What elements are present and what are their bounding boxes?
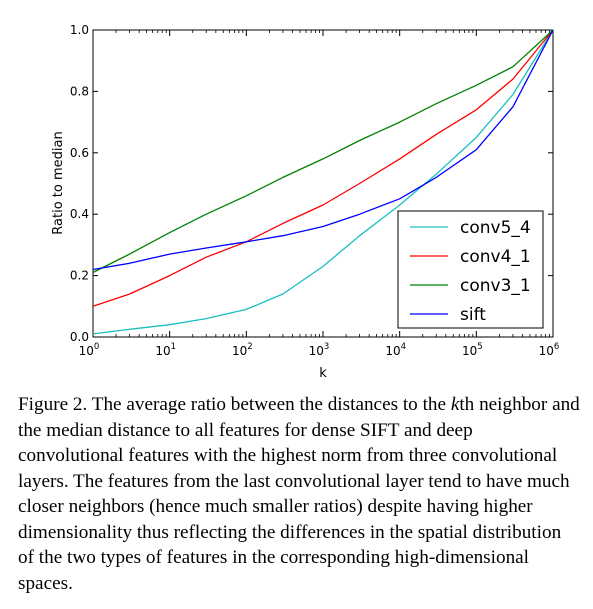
y-tick-label: 1.0 (70, 23, 89, 37)
x-tick-label: 102 (232, 342, 253, 358)
x-ticks: 100 101 102 103 104 105 106 (79, 30, 560, 358)
x-tick-label: 103 (309, 342, 330, 358)
x-tick-label: 100 (79, 342, 100, 358)
x-tick-label: 104 (385, 342, 406, 358)
y-tick-label: 0.8 (70, 84, 89, 98)
legend-label: conv4_1 (460, 247, 531, 267)
series-line-conv3-1 (92, 29, 554, 274)
series-lines (92, 29, 554, 335)
caption-k: k (450, 394, 460, 415)
chart-figure: 0.0 0.2 0.4 0.6 0.8 1.0 100 101 102 103 104 105 106… (51, 23, 560, 381)
y-axis-label: Ratio to median (51, 131, 66, 234)
x-tick-label: 106 (539, 342, 560, 358)
caption-suffix: th neighbor and the median distance to a… (18, 394, 580, 594)
y-ticks: 0.0 0.2 0.4 0.6 0.8 1.0 (70, 23, 553, 344)
series-line-sift (92, 29, 554, 271)
x-tick-label: 101 (155, 342, 176, 358)
legend-label: conv3_1 (460, 276, 531, 296)
y-tick-label: 0.2 (70, 269, 89, 283)
legend-box (397, 210, 544, 329)
caption-prefix: Figure 2. The average ratio between the … (18, 394, 451, 415)
legend-label: sift (460, 305, 486, 325)
y-tick-label: 0.4 (70, 207, 89, 221)
series-line-conv4-1 (92, 29, 554, 307)
chart-svg: 0.0 0.2 0.4 0.6 0.8 1.0 100 101 102 103 104 105 106… (51, 23, 560, 381)
x-axis-label: k (319, 366, 327, 381)
series-line-conv5-4 (92, 29, 554, 335)
figure-caption: Figure 2. The average ratio between the … (18, 392, 580, 596)
legend-label: conv5_4 (460, 218, 531, 238)
x-tick-label: 105 (462, 342, 483, 358)
y-tick-label: 0.0 (70, 330, 89, 344)
y-tick-label: 0.6 (70, 146, 89, 160)
